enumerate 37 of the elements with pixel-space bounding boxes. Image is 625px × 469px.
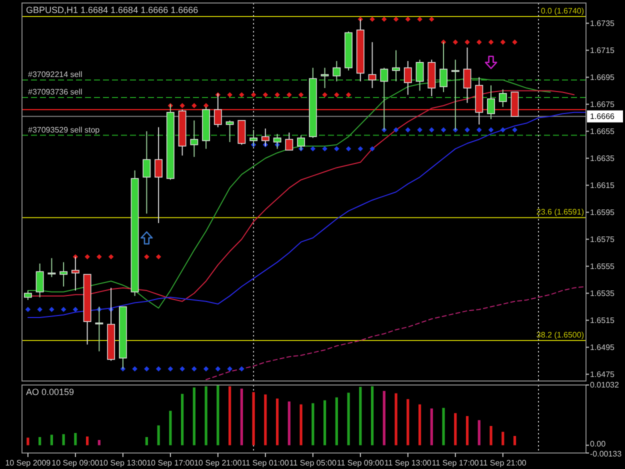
x-tick-label: 10 Sep 2009: [5, 458, 52, 468]
x-tick-label: 10 Sep 09:00: [52, 458, 100, 468]
y-tick-label: 1.6695: [590, 72, 616, 82]
ref-line-label: 23.6 (1.6591): [536, 208, 584, 217]
x-tick-label: 11 Sep 09:00: [336, 458, 384, 468]
y-tick-label: 1.6675: [590, 100, 616, 109]
x-tick-label: 11 Sep 17:00: [432, 458, 480, 468]
y-tick-label: 1.6715: [590, 46, 616, 55]
x-tick-label: 11 Sep 05:00: [289, 458, 337, 468]
x-tick-label: 10 Sep 17:00: [146, 458, 195, 468]
y-tick-label: 1.6655: [590, 126, 616, 136]
y-tick-label: 1.6575: [590, 234, 616, 244]
y-tick-label: 1.6475: [590, 370, 616, 379]
y-tick-label: 1.6535: [590, 288, 616, 298]
ref-line-label: #37093736 sell: [28, 88, 82, 96]
y-tick-label: 0.01032: [590, 380, 620, 390]
x-tick-label: 10 Sep 21:00: [194, 458, 242, 468]
y-tick-label: 0.00: [590, 440, 606, 449]
y-tick-label: 1.6495: [590, 342, 616, 352]
x-tick-label: 11 Sep 13:00: [384, 458, 432, 468]
y-tick-label: 1.6635: [590, 154, 616, 163]
ref-line-label: #37092214 sell: [28, 70, 82, 79]
y-tick-label: 1.6735: [590, 18, 616, 28]
ref-line-label: 0.0 (1.6740): [540, 6, 584, 16]
y-tick-label: 1.6595: [590, 208, 616, 217]
y-tick-label: -0.00133: [590, 450, 622, 459]
chart-title: GBPUSD,H1 1.6684 1.6684 1.6666 1.6666: [26, 5, 198, 15]
ref-line-label: #37093529 sell stop: [28, 125, 100, 134]
x-tick-label: 11 Sep 01:00: [242, 458, 290, 468]
chart-title: AO 0.00159: [26, 387, 74, 397]
y-tick-label: 1.6615: [590, 180, 616, 190]
y-tick-label: 1.6555: [590, 262, 616, 271]
x-tick-label: 11 Sep 21:00: [479, 458, 527, 468]
ref-line-label: 1.6666: [590, 112, 616, 121]
ref-line-label: 38.2 (1.6500): [536, 330, 584, 340]
y-tick-label: 1.6515: [590, 316, 616, 325]
x-tick-label: 10 Sep 13:00: [99, 458, 148, 468]
